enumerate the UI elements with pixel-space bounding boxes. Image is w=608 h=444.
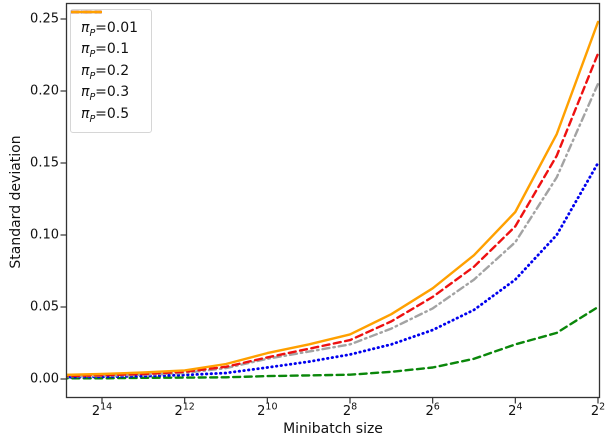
x-tick-exponent: 14: [100, 401, 113, 413]
legend-label: πP=0.01: [81, 19, 139, 39]
x-tick-exponent: 4: [516, 401, 523, 413]
legend-item-pi_P=0.3: πP=0.3: [71, 10, 138, 104]
y-tick-label: 0.00: [30, 371, 59, 387]
y-tick-label: 0.15: [30, 155, 59, 171]
legend-item-pi_P=0.1: πP=0.1: [71, 10, 138, 61]
y-axis-title: Standard deviation: [8, 135, 24, 269]
legend-item-pi_P=0.2: πP=0.2: [71, 10, 138, 82]
x-tick-label: 28: [328, 401, 372, 419]
x-tick-exponent: 2: [599, 401, 606, 413]
y-tick-label: 0.25: [30, 11, 59, 27]
series-line-pi_P=0.1: [66, 161, 600, 379]
pi-symbol: π: [81, 19, 90, 36]
pi-symbol: π: [81, 105, 90, 122]
x-tick-base: 2: [174, 404, 183, 419]
tick-marks: [60, 18, 599, 404]
legend-item-pi_P=0.5: πP=0.5: [71, 10, 138, 125]
legend-item-pi_P=0.01: πP=0.01: [71, 10, 139, 39]
pi-symbol: π: [81, 62, 90, 79]
x-tick-label: 210: [245, 401, 289, 419]
x-tick-label: 214: [80, 401, 124, 419]
pi-symbol: π: [81, 84, 90, 101]
x-tick-exponent: 12: [182, 401, 195, 413]
pi-subscript: P: [89, 70, 96, 82]
series-line-pi_P=0.5: [66, 20, 600, 377]
legend-label: πP=0.5: [81, 105, 130, 125]
legend-line-sample: [71, 10, 102, 14]
legend-value: =0.3: [95, 84, 130, 101]
pi-subscript: P: [89, 49, 96, 61]
x-axis-title: Minibatch size: [283, 421, 383, 437]
pi-symbol: π: [81, 41, 90, 58]
x-tick-exponent: 6: [433, 401, 440, 413]
pi-subscript: P: [89, 27, 96, 39]
legend: πP=0.01 πP=0.1 πP=0.2 πP=0.3 πP=0.5: [70, 9, 153, 133]
x-tick-base: 2: [508, 404, 517, 419]
x-tick-label: 24: [493, 401, 537, 419]
x-tick-base: 2: [91, 404, 101, 419]
x-tick-exponent: 10: [265, 401, 278, 413]
legend-value: =0.1: [95, 41, 130, 58]
x-tick-label: 22: [576, 401, 608, 419]
series-line-pi_P=0.01: [66, 305, 600, 380]
x-tick-base: 2: [590, 404, 600, 419]
y-tick-label: 0.20: [30, 83, 59, 99]
legend-label: πP=0.2: [81, 62, 130, 82]
series-line-pi_P=0.2: [66, 82, 600, 378]
x-tick-base: 2: [425, 404, 434, 419]
y-tick-label: 0.10: [30, 227, 59, 243]
x-tick-label: 26: [411, 401, 455, 419]
legend-value: =0.5: [95, 105, 130, 122]
y-tick-label: 0.05: [30, 299, 59, 315]
legend-value: =0.01: [95, 19, 139, 36]
legend-label: πP=0.3: [81, 84, 130, 104]
plot-border: [65, 2, 601, 399]
pi-subscript: P: [89, 92, 96, 104]
series-line-pi_P=0.3: [66, 52, 600, 378]
legend-value: =0.2: [95, 62, 130, 79]
x-tick-base: 2: [342, 404, 352, 419]
x-tick-base: 2: [257, 404, 266, 419]
x-tick-exponent: 8: [351, 401, 358, 413]
x-tick-label: 212: [163, 401, 207, 419]
pi-subscript: P: [89, 113, 96, 125]
legend-label: πP=0.1: [81, 41, 130, 61]
